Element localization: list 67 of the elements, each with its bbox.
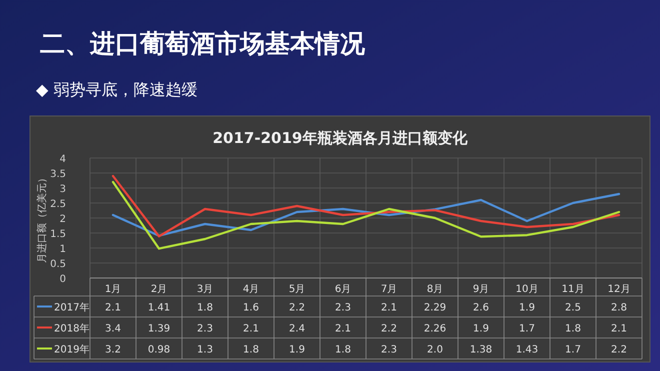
data-label: 1.7 (565, 344, 581, 356)
data-label: 1.9 (289, 344, 305, 356)
data-label: 3.2 (105, 344, 121, 356)
data-label: 2.2 (611, 344, 627, 356)
x-tick-label: 11月 (562, 284, 584, 295)
x-tick-label: 8月 (426, 284, 444, 295)
data-label: 2.26 (424, 324, 446, 334)
data-label: 1.38 (470, 344, 492, 356)
data-label: 2.2 (289, 302, 305, 314)
x-tick-label: 4月 (242, 284, 260, 295)
data-label: 3.4 (105, 324, 121, 334)
line-series (112, 174, 620, 238)
data-label: 1.9 (473, 324, 489, 334)
legend-label: 2018年 (54, 322, 90, 334)
data-label: 1.3 (197, 344, 213, 356)
y-tick-label: 0.5 (50, 259, 66, 270)
y-tick-label: 1 (60, 244, 66, 255)
y-tick-label: 3.5 (50, 169, 66, 180)
y-tick-label: 2 (60, 214, 66, 225)
data-label: 2.1 (335, 324, 351, 334)
data-label: 1.39 (148, 324, 170, 334)
data-label: 1.6 (243, 302, 259, 314)
x-tick-label: 12月 (608, 284, 630, 295)
y-tick-label: 3 (60, 184, 66, 195)
data-label: 1.8 (565, 324, 581, 334)
x-tick-label: 7月 (380, 284, 398, 295)
x-tick-label: 6月 (334, 284, 352, 295)
y-tick-label: 4 (60, 154, 66, 165)
data-label: 1.8 (243, 344, 259, 356)
data-label: 2.3 (381, 344, 397, 356)
data-label: 1.7 (519, 324, 535, 334)
x-tick-label: 10月 (516, 284, 538, 295)
data-label: 2.3 (197, 324, 213, 334)
x-tick-label: 2月 (150, 284, 168, 295)
y-tick-label: 1.5 (50, 229, 66, 240)
y-axis-title: 月进口额（亿美元） (36, 173, 48, 263)
x-tick-label: 1月 (104, 284, 122, 295)
data-label: 2.1 (611, 324, 627, 334)
legend-label: 2017年 (54, 302, 90, 314)
text: 二、进口葡萄酒市场基本情况 (40, 29, 366, 58)
data-label: 1.9 (519, 302, 535, 314)
data-label: 1.41 (148, 302, 170, 314)
line-series (112, 192, 620, 237)
y-tick-label: 0 (60, 274, 66, 285)
data-label: 1.43 (516, 344, 538, 356)
y-tick-label: 2.5 (50, 199, 66, 210)
data-label: 2.5 (565, 302, 581, 314)
legend-label: 2019年 (54, 344, 90, 356)
line-series (112, 180, 620, 250)
data-label: 2.8 (611, 302, 627, 314)
data-label: 2.1 (105, 302, 121, 314)
data-label: 2.2 (381, 324, 397, 334)
data-label: 0.98 (148, 344, 170, 356)
data-label: 2.4 (289, 324, 305, 334)
x-tick-label: 3月 (196, 284, 214, 295)
data-label: 2.0 (427, 344, 443, 356)
data-label: 1.8 (197, 302, 213, 314)
data-label: 2.6 (473, 302, 489, 314)
data-label: 2.3 (335, 302, 351, 314)
x-tick-label: 9月 (472, 284, 490, 295)
data-label: 2.29 (424, 302, 446, 314)
data-label: 2.1 (243, 324, 259, 334)
chart-title: 2017-2019年瓶装酒各月进口额变化 (212, 129, 468, 147)
data-label: 2.1 (381, 302, 397, 314)
data-label: 1.8 (335, 344, 351, 356)
text: ◆ 弱势寻底，降速趋缓 (36, 80, 198, 99)
x-tick-label: 5月 (288, 284, 306, 295)
